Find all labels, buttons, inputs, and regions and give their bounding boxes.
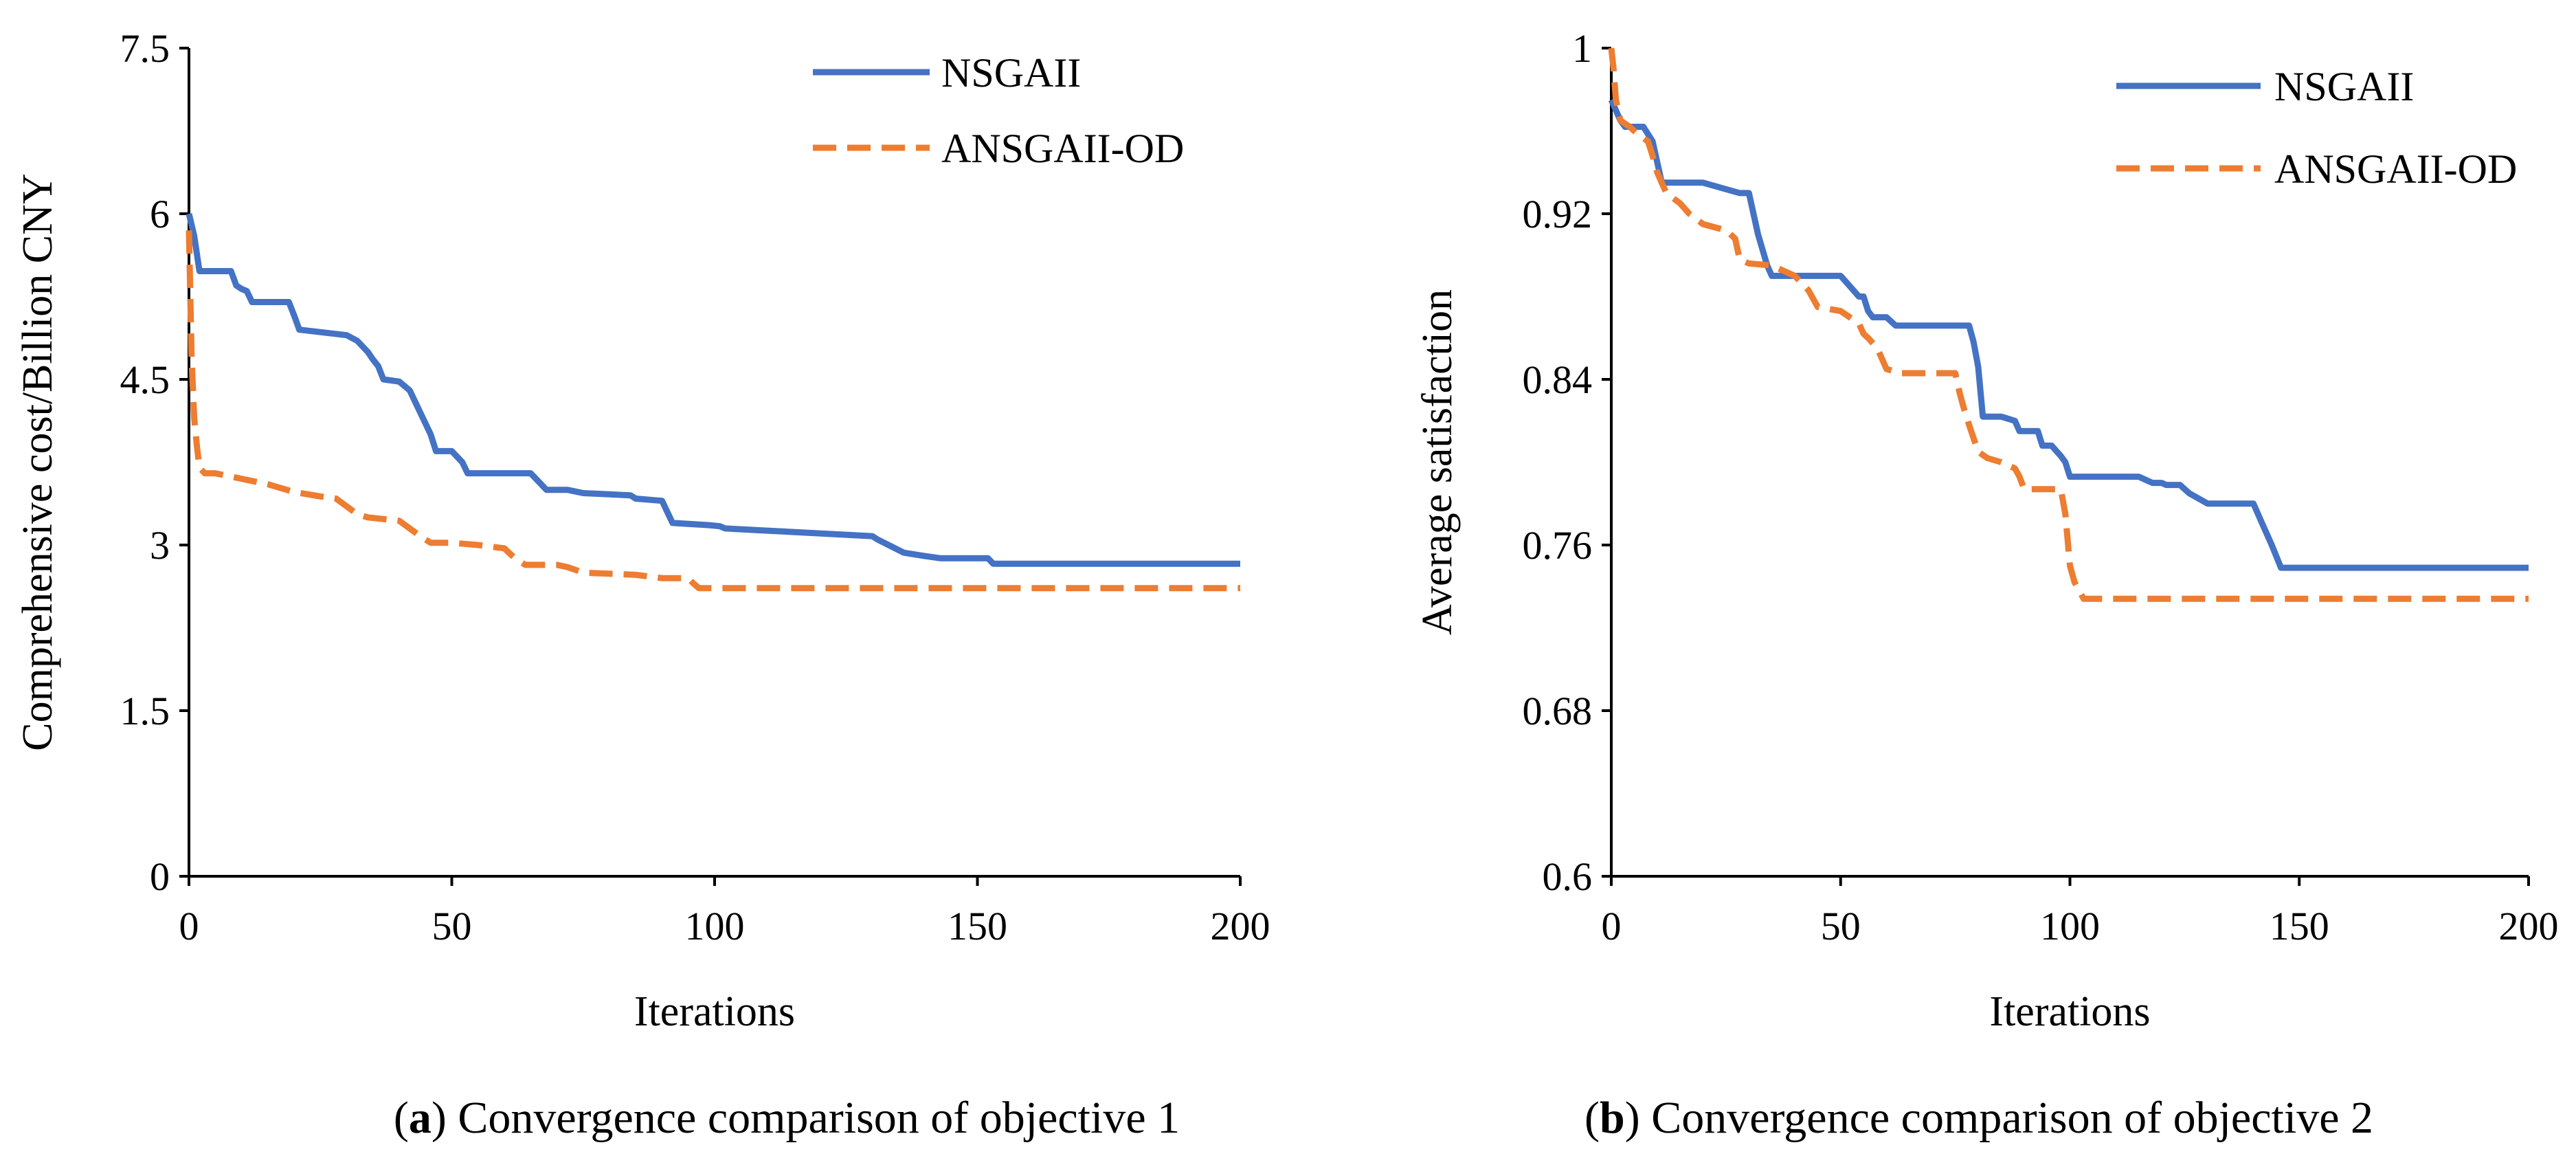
caption-text: Convergence comparison of objective 2 <box>1651 1093 2373 1143</box>
legend-label-nsgaii: NSGAII <box>941 50 1081 96</box>
x-tick-label: 200 <box>1211 904 1270 948</box>
x-tick-label: 200 <box>2499 904 2559 948</box>
y-tick-label: 0.84 <box>1523 357 1593 402</box>
y-tick-label: 1 <box>1572 26 1592 71</box>
y-axis-title: Average satisfaction <box>1414 289 1461 635</box>
panel-caption: (a) Convergence comparison of objective … <box>394 1093 1180 1143</box>
y-tick-label: 7.5 <box>120 26 170 71</box>
legend: NSGAII ANSGAII-OD <box>2116 64 2517 192</box>
x-axis-title: Iterations <box>634 988 795 1035</box>
x-tick-label: 100 <box>685 904 745 948</box>
y-axis-title: Comprehensive cost/Billion CNY <box>14 173 61 751</box>
y-tick-label: 1.5 <box>120 689 170 733</box>
y-tick-label: 0.92 <box>1523 192 1593 236</box>
y-tick-label: 3 <box>150 523 170 568</box>
y-tick-label: 4.5 <box>120 357 170 402</box>
legend: NSGAII ANSGAII-OD <box>813 50 1184 171</box>
panel-a-chart: 0 1.5 3 4.5 6 7.5 0 50 100 150 200 Iterations Compre… <box>14 26 1270 1143</box>
caption-text: Convergence comparison of objective 1 <box>458 1093 1180 1143</box>
x-tick-label: 0 <box>179 904 199 948</box>
panel-caption: (b) Convergence comparison of objective … <box>1584 1093 2373 1143</box>
series-line-ansgaii-od <box>1608 47 2529 602</box>
x-tick-label: 50 <box>1821 904 1861 948</box>
series-line-ansgaii-od <box>186 230 1240 592</box>
caption-letter: b <box>1600 1093 1625 1143</box>
y-tick-label: 0.6 <box>1543 854 1593 899</box>
y-tick-label: 0 <box>150 854 170 899</box>
series-line-nsgaii <box>1608 98 2529 571</box>
y-tick-label: 6 <box>150 192 170 236</box>
x-tick-label: 0 <box>1602 904 1622 948</box>
x-tick-label: 50 <box>432 904 472 948</box>
x-axis-title: Iterations <box>1989 988 2150 1035</box>
x-tick-label: 100 <box>2040 904 2100 948</box>
x-tick-label: 150 <box>2270 904 2329 948</box>
legend-label-ansgaii-od: ANSGAII-OD <box>941 126 1184 171</box>
caption-letter: a <box>409 1093 432 1143</box>
series-line-nsgaii <box>186 212 1240 567</box>
legend-label-ansgaii-od: ANSGAII-OD <box>2274 146 2517 192</box>
panel-b-chart: 0.6 0.68 0.76 0.84 0.92 1 0 50 100 150 200 Iteratio… <box>1414 26 2559 1143</box>
y-tick-label: 0.68 <box>1523 689 1593 733</box>
legend-label-nsgaii: NSGAII <box>2274 64 2414 109</box>
y-tick-label: 0.76 <box>1523 523 1593 568</box>
x-tick-label: 150 <box>948 904 1007 948</box>
